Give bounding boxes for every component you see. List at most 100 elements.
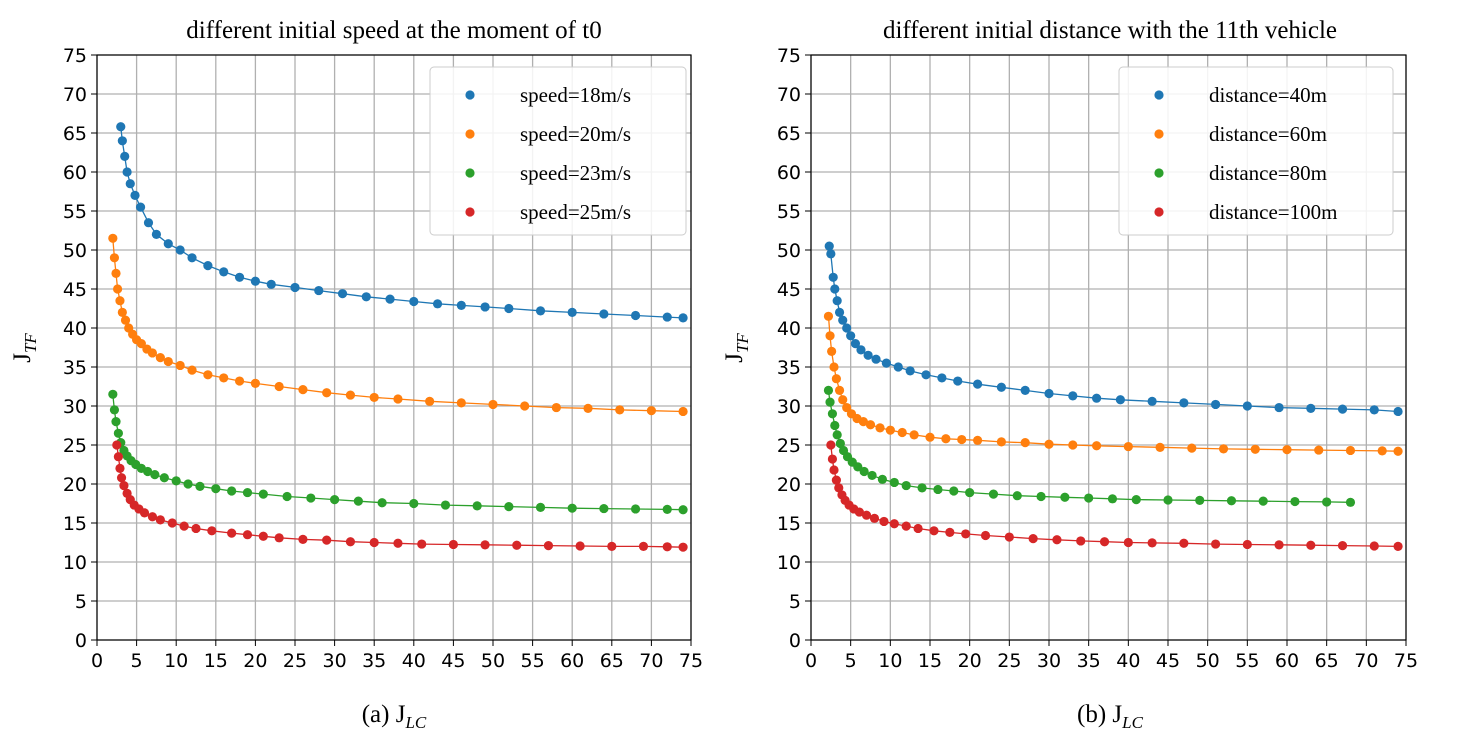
y-tick-label: 70 (63, 84, 87, 106)
data-point (207, 526, 217, 536)
data-point (583, 403, 593, 413)
data-point (112, 440, 122, 450)
x-tick-label: 60 (1275, 650, 1299, 672)
data-point (1131, 495, 1141, 505)
data-point (867, 470, 877, 481)
data-point (830, 420, 840, 431)
data-point (834, 385, 845, 395)
data-point (242, 530, 253, 540)
data-point (1187, 443, 1197, 453)
data-point (941, 434, 951, 444)
data-point (143, 218, 154, 228)
data-point (151, 229, 161, 239)
legend-marker (1154, 168, 1164, 178)
data-point (234, 272, 245, 282)
x-tick-label: 45 (1156, 650, 1180, 672)
data-point (961, 529, 971, 539)
data-point (831, 475, 841, 485)
data-point (139, 508, 150, 518)
data-point (865, 420, 876, 430)
data-point (203, 261, 213, 271)
x-tick-label: 35 (362, 650, 386, 672)
data-point (117, 136, 127, 146)
data-point (1020, 385, 1030, 395)
points-b (823, 241, 1403, 552)
data-point (1036, 491, 1046, 502)
data-point (933, 484, 943, 495)
fit-line (116, 444, 684, 548)
data-point (1179, 398, 1189, 408)
y-tick-label: 5 (75, 591, 87, 613)
legend-marker (1154, 129, 1164, 139)
data-point (871, 354, 881, 364)
data-point (535, 306, 546, 316)
data-point (859, 466, 869, 477)
legend-marker (465, 168, 475, 178)
plot-frame-a (96, 54, 692, 641)
data-point (575, 541, 585, 551)
data-point (322, 535, 332, 545)
data-point (953, 376, 963, 386)
data-point (829, 465, 839, 475)
data-point (115, 463, 125, 473)
data-point (1211, 399, 1221, 410)
data-point (179, 521, 189, 531)
data-point (917, 483, 927, 493)
data-point (298, 385, 308, 395)
data-point (130, 190, 140, 200)
data-point (1123, 537, 1133, 548)
x-tick-label: 10 (878, 650, 902, 672)
data-point (353, 496, 363, 506)
data-point (1226, 496, 1237, 506)
data-point (567, 503, 577, 513)
data-point (1306, 540, 1316, 550)
x-tick-label: 65 (1315, 650, 1339, 672)
data-point (112, 284, 123, 294)
legend-marker (1154, 90, 1164, 100)
data-point (250, 276, 260, 286)
data-point (1393, 406, 1403, 417)
data-point (1274, 402, 1284, 413)
legend-label: speed=25m/s (520, 200, 631, 224)
data-point (116, 122, 126, 132)
y-ticks-b: 0 5 10 15 20 25 30 35 40 45 50 55 60 65 70 75 (777, 45, 811, 652)
legend-label: distance=80m (1209, 161, 1327, 185)
x-tick-label: 25 (997, 650, 1021, 672)
data-point (298, 534, 308, 544)
data-point (905, 366, 915, 376)
data-point (417, 539, 427, 549)
data-point (330, 495, 340, 505)
x-tick-label: 55 (1235, 650, 1259, 672)
x-tick-label: 20 (958, 650, 982, 672)
data-point (921, 370, 931, 380)
data-point (842, 402, 852, 413)
data-point (322, 388, 332, 398)
data-point (520, 401, 530, 411)
data-point (607, 541, 617, 552)
data-point (409, 296, 419, 307)
data-point (1306, 403, 1316, 413)
data-point (385, 294, 395, 304)
chart-title-a: different initial speed at the moment of… (186, 17, 601, 44)
data-point (113, 428, 123, 438)
data-point (393, 538, 403, 548)
fit-line (112, 238, 684, 413)
legend-label: distance=40m (1209, 83, 1327, 107)
y-tick-label: 40 (777, 318, 801, 340)
data-point (290, 282, 300, 293)
data-point (1084, 493, 1094, 503)
data-point (1258, 496, 1268, 506)
data-point (116, 473, 127, 483)
data-point (155, 353, 165, 363)
data-point (111, 417, 121, 427)
data-point (893, 362, 903, 372)
data-point (980, 530, 991, 541)
data-point (973, 435, 983, 445)
legend-a: speed=18m/s speed=20m/s speed=23m/s speed=2… (429, 66, 687, 236)
x-tick-label: 15 (204, 650, 228, 672)
data-point (120, 151, 130, 161)
data-point (662, 542, 672, 552)
data-point (965, 487, 975, 498)
data-point (234, 376, 245, 386)
data-point (306, 493, 316, 503)
